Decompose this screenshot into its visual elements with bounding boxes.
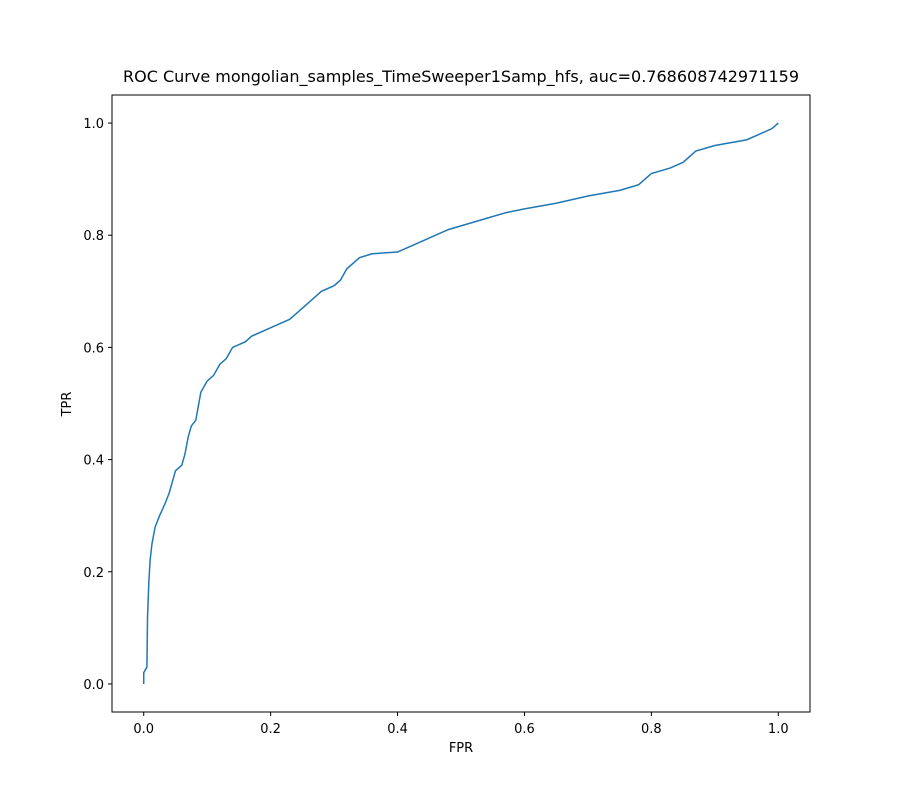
y-axis-label: TPR	[60, 392, 75, 418]
plot-frame	[111, 94, 811, 713]
x-tick-label: 0.6	[514, 722, 535, 737]
y-tick-label: 1.0	[83, 117, 104, 132]
chart-title: ROC Curve mongolian_samples_TimeSweeper1…	[123, 67, 799, 87]
y-tick-label: 0.8	[83, 229, 104, 244]
x-tick-label: 0.0	[133, 722, 154, 737]
x-tick-label: 1.0	[768, 722, 789, 737]
x-axis-label: FPR	[449, 741, 473, 756]
roc-curve	[142, 122, 779, 684]
y-tick-label: 0.4	[83, 454, 104, 469]
x-tick-label: 0.4	[387, 722, 408, 737]
y-tick-label: 0.0	[83, 678, 104, 693]
x-tick-label: 0.2	[260, 722, 281, 737]
y-tick-label: 0.6	[83, 341, 104, 356]
y-tick-label: 0.2	[83, 566, 104, 581]
x-tick-label: 0.8	[641, 722, 662, 737]
